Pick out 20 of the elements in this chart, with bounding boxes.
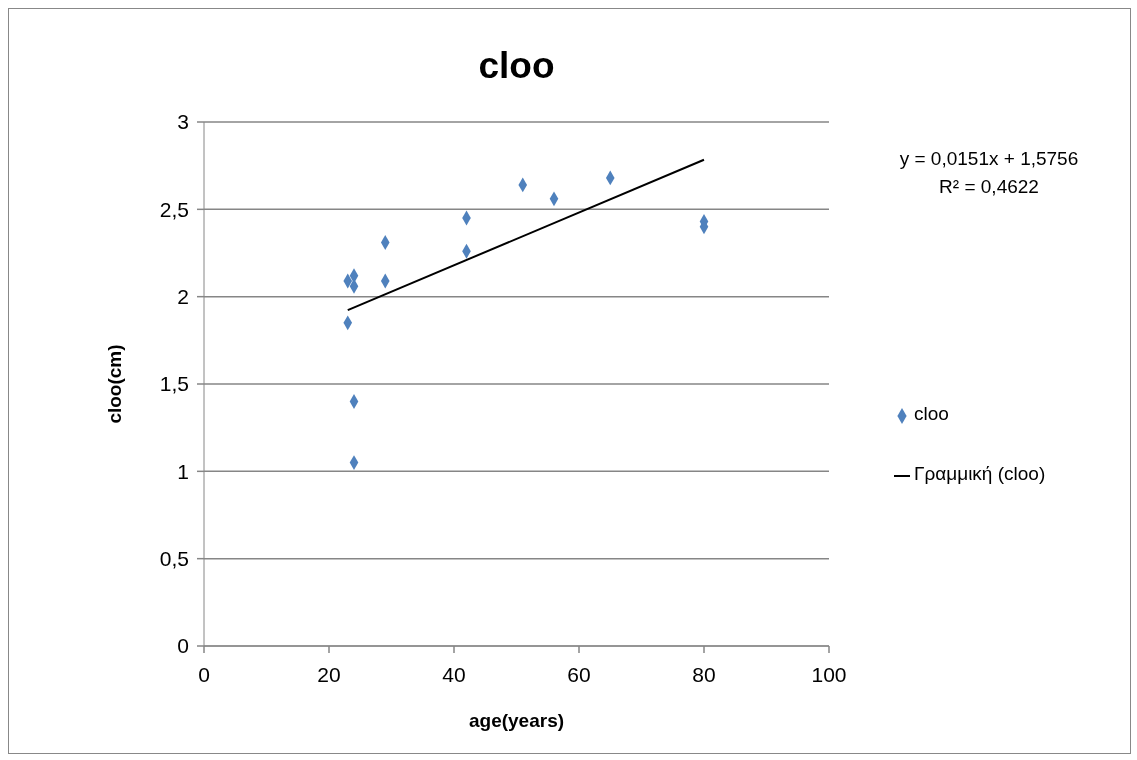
x-tick-label: 80 xyxy=(692,662,716,686)
y-axis-title: cloo(cm) xyxy=(103,344,125,424)
x-tick-label: 40 xyxy=(442,662,466,686)
x-axis-title: age(years) xyxy=(468,710,565,731)
y-tick-label: 2 xyxy=(177,285,189,309)
y-tick-label: 1 xyxy=(177,459,189,483)
legend-label: cloo xyxy=(914,403,949,424)
x-tick-label: 60 xyxy=(567,662,591,686)
y-tick-label: 0,5 xyxy=(159,547,189,571)
y-tick-label: 2,5 xyxy=(159,197,189,221)
y-tick-label: 3 xyxy=(177,110,189,134)
x-tick-label: 100 xyxy=(811,662,847,686)
y-tick-label: 1,5 xyxy=(159,372,189,396)
legend-label: Γραμμική (cloo) xyxy=(914,463,1046,484)
text: y = 0,0151x + 1,5756 xyxy=(898,147,1080,171)
text: R² = 0,4622 xyxy=(938,175,1040,199)
x-tick-label: 0 xyxy=(198,662,210,686)
y-tick-label: 0 xyxy=(177,634,189,658)
x-tick-label: 20 xyxy=(317,662,341,686)
chart-title: cloo xyxy=(477,45,556,87)
